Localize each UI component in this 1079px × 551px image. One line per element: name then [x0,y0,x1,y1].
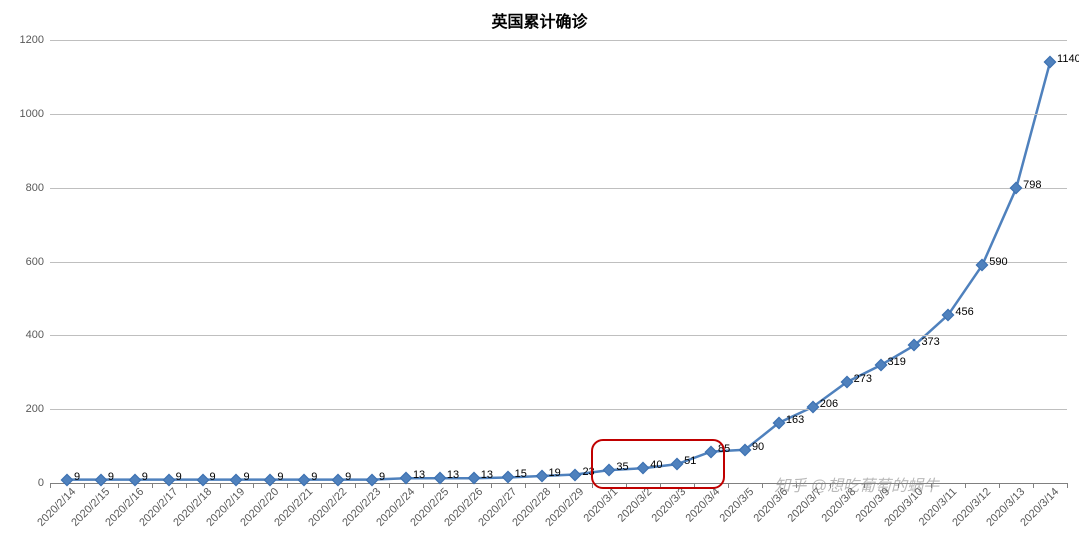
x-tick-label: 2020/3/2 [613,483,655,525]
data-label: 9 [210,471,216,483]
x-tick-mark [525,483,526,488]
x-tick-mark [491,483,492,488]
x-tick-mark [796,483,797,488]
data-label: 206 [820,398,838,410]
x-tick-mark [457,483,458,488]
x-tick-mark [999,483,1000,488]
y-tick-label: 400 [26,329,50,341]
data-label: 273 [854,373,872,385]
data-label: 798 [1023,179,1041,191]
x-tick-mark [84,483,85,488]
x-tick-mark [559,483,560,488]
x-tick-label: 2020/3/4 [681,483,723,525]
chart-container: { "chart": { "type": "line", "title": "英… [0,0,1079,551]
y-tick-label: 200 [26,403,50,415]
data-label: 90 [752,441,764,453]
data-label: 13 [447,469,459,481]
x-tick-mark [1067,483,1068,488]
y-tick-label: 800 [26,182,50,194]
chart-title: 英国累计确诊 [0,8,1079,32]
x-tick-mark [152,483,153,488]
y-tick-label: 0 [38,477,50,489]
x-tick-mark [220,483,221,488]
data-label: 163 [786,414,804,426]
y-tick-label: 600 [26,256,50,268]
x-tick-label: 2020/3/7 [782,483,824,525]
y-tick-label: 1200 [20,34,50,46]
y-gridline [50,40,1067,41]
y-gridline [50,114,1067,115]
data-label: 13 [413,469,425,481]
data-label: 319 [888,356,906,368]
data-label: 13 [481,469,493,481]
y-gridline [50,335,1067,336]
data-label: 9 [108,471,114,483]
x-tick-mark [864,483,865,488]
data-label: 373 [921,336,939,348]
x-tick-label: 2020/3/8 [816,483,858,525]
data-label: 9 [74,471,80,483]
highlight-annotation [591,439,725,489]
data-label: 9 [243,471,249,483]
x-tick-mark [830,483,831,488]
y-tick-label: 1000 [20,108,50,120]
x-tick-mark [118,483,119,488]
x-tick-mark [762,483,763,488]
data-label: 9 [345,471,351,483]
x-tick-label: 2020/3/6 [749,483,791,525]
x-tick-mark [728,483,729,488]
x-tick-mark [287,483,288,488]
y-gridline [50,188,1067,189]
x-tick-mark [355,483,356,488]
plot-area: 0200400600800100012002020/2/142020/2/152… [50,40,1067,483]
data-label: 9 [277,471,283,483]
x-tick-mark [50,483,51,488]
y-gridline [50,409,1067,410]
data-label: 19 [549,467,561,479]
x-tick-mark [186,483,187,488]
data-label: 1140 [1057,53,1079,65]
x-tick-mark [898,483,899,488]
data-label: 9 [142,471,148,483]
x-tick-label: 2020/3/1 [579,483,621,525]
x-tick-mark [253,483,254,488]
x-tick-label: 2020/3/5 [715,483,757,525]
data-label: 9 [379,471,385,483]
data-label: 590 [989,256,1007,268]
x-tick-label: 2020/3/3 [647,483,689,525]
x-tick-mark [321,483,322,488]
x-tick-mark [931,483,932,488]
x-tick-mark [965,483,966,488]
data-label: 9 [176,471,182,483]
data-label: 9 [311,471,317,483]
x-tick-mark [423,483,424,488]
y-gridline [50,262,1067,263]
data-label: 15 [515,468,527,480]
x-tick-mark [389,483,390,488]
data-label: 456 [955,306,973,318]
x-tick-mark [1033,483,1034,488]
